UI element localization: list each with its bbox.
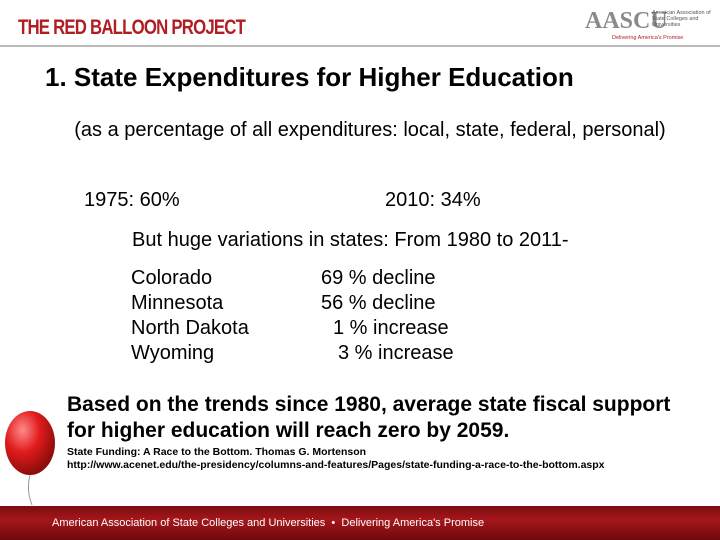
- state-changes: 69 % decline 56 % decline 1 % increase 3…: [321, 266, 454, 366]
- state: Minnesota: [131, 292, 224, 314]
- conclusion: Based on the trends since 1980, average …: [67, 393, 671, 442]
- state: Colorado: [131, 267, 213, 289]
- title: 1. State Expenditures for Higher Educati…: [45, 62, 574, 92]
- state: North Dakota: [131, 317, 249, 339]
- change: 3 % increase: [338, 342, 454, 364]
- stat: 2010: 34%: [385, 189, 481, 211]
- change: 1 % increase: [333, 317, 449, 339]
- citation: State Funding: A Race to the Bottom. Tho…: [67, 446, 627, 472]
- state: Wyoming: [131, 342, 215, 364]
- header-rule: [0, 45, 720, 47]
- org-tagline: Delivering America's Promise: [612, 35, 684, 41]
- footer-text: American Association of State Colleges a…: [52, 517, 485, 529]
- balloon: [5, 411, 55, 505]
- org-logo: AASCU: [585, 8, 668, 34]
- subtitle: (as a percentage of all expenditures: lo…: [74, 119, 666, 141]
- change: 56 % decline: [321, 292, 436, 314]
- stat: 1975: 60%: [84, 189, 180, 211]
- balloon-string: [27, 474, 33, 505]
- citation-source: State Funding: A Race to the Bottom. Tho…: [67, 446, 367, 458]
- intro: But huge variations in states: From 1980…: [132, 229, 569, 251]
- change: 69 % decline: [321, 267, 436, 289]
- citation-url: http://www.acenet.edu/the-presidency/col…: [67, 459, 605, 471]
- state-names: Colorado Minnesota North Dakota Wyoming: [131, 266, 249, 366]
- org-name: American Association of State Colleges a…: [652, 10, 711, 28]
- logo: THE RED BALLOON PROJECT: [18, 16, 246, 39]
- balloon-body: [5, 411, 55, 475]
- footer-bar: American Association of State Colleges a…: [0, 506, 720, 540]
